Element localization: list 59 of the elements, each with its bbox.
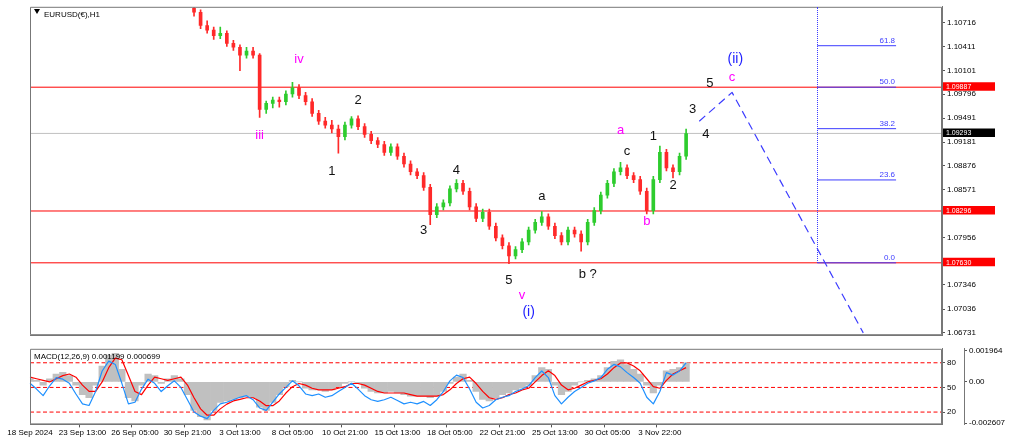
annotation: (i): [522, 302, 535, 319]
y-tick-label: 1.08876: [947, 161, 977, 171]
y-tick-label: 1.07956: [947, 232, 977, 242]
annotation: 5: [706, 74, 714, 90]
annotation: iv: [294, 50, 305, 66]
x-tick-label: 10 Oct 21:00: [322, 428, 369, 438]
y-tick-label: 1.08571: [947, 184, 977, 194]
annotation: 50.0: [879, 77, 896, 87]
annotation: b: [643, 213, 651, 229]
y2-tick-label: 80: [947, 357, 957, 367]
x-tick-label: 3 Nov 22:00: [638, 428, 682, 438]
y-tick-label: 1.09491: [947, 113, 977, 123]
x-tick-label: 8 Oct 05:00: [271, 428, 314, 438]
chart-title: EURUSD(€),H1: [44, 10, 101, 19]
y-tick-label: 1.09181: [947, 137, 977, 147]
annotation: v: [518, 287, 526, 303]
y-tick-label: 1.07036: [947, 304, 977, 314]
y2-tick-label: 20: [947, 407, 957, 417]
annotation: 4: [702, 126, 710, 141]
annotation: c: [623, 143, 631, 159]
x-tick-label: 22 Oct 21:00: [479, 428, 526, 438]
annotation: b ?: [578, 266, 597, 282]
annotation: a: [538, 188, 547, 204]
y-tick-label: 1.10411: [947, 41, 976, 51]
y-tick-label: 1.10716: [947, 17, 977, 27]
y-tick-label: 0.001964: [969, 346, 1003, 355]
annotation: 4: [452, 161, 461, 177]
x-tick-label: 30 Oct 05:00: [584, 428, 631, 438]
annotation: 1: [328, 162, 336, 178]
annotation: 61.8: [879, 35, 896, 45]
annotation: 23.6: [879, 170, 896, 180]
annotation: 2: [669, 177, 677, 193]
x-tick-label: 23 Sep 13:00: [58, 428, 107, 438]
annotation: a: [616, 122, 625, 138]
annotation: 3: [689, 101, 697, 117]
annotation: (ii): [727, 49, 744, 66]
x-tick-label: 18 Sep 2024: [7, 428, 54, 438]
annotation: 5: [505, 271, 513, 287]
y-tick-label: 1.09796: [947, 89, 977, 99]
annotation: 1: [649, 127, 657, 143]
x-tick-label: 15 Oct 13:00: [374, 428, 421, 438]
x-tick-label: 18 Oct 05:00: [427, 428, 474, 438]
annotation: 2: [354, 91, 362, 107]
text: MACD(12,26,9) 0.001199 0.000699: [34, 352, 161, 361]
y2-tick-label: 50: [947, 382, 957, 392]
y-tick-label: -0.002607: [969, 418, 1006, 428]
y-tick-label: 1.06731: [947, 327, 977, 337]
x-tick-label: 30 Sep 21:00: [163, 428, 212, 438]
y-tick-label: 0.00: [969, 377, 986, 387]
annotation: 38.2: [879, 118, 896, 128]
annotation: c: [728, 69, 736, 85]
annotation: 3: [420, 222, 428, 238]
x-tick-label: 25 Oct 13:00: [531, 428, 579, 438]
y-tick-label: 1.07346: [947, 280, 977, 290]
annotation: iii: [255, 126, 265, 142]
x-tick-label: 3 Oct 13:00: [219, 428, 262, 438]
x-tick-label: 26 Sep 05:00: [111, 428, 160, 438]
y-tick-label: 1.10101: [947, 65, 977, 75]
annotation: 0.0: [883, 253, 896, 263]
